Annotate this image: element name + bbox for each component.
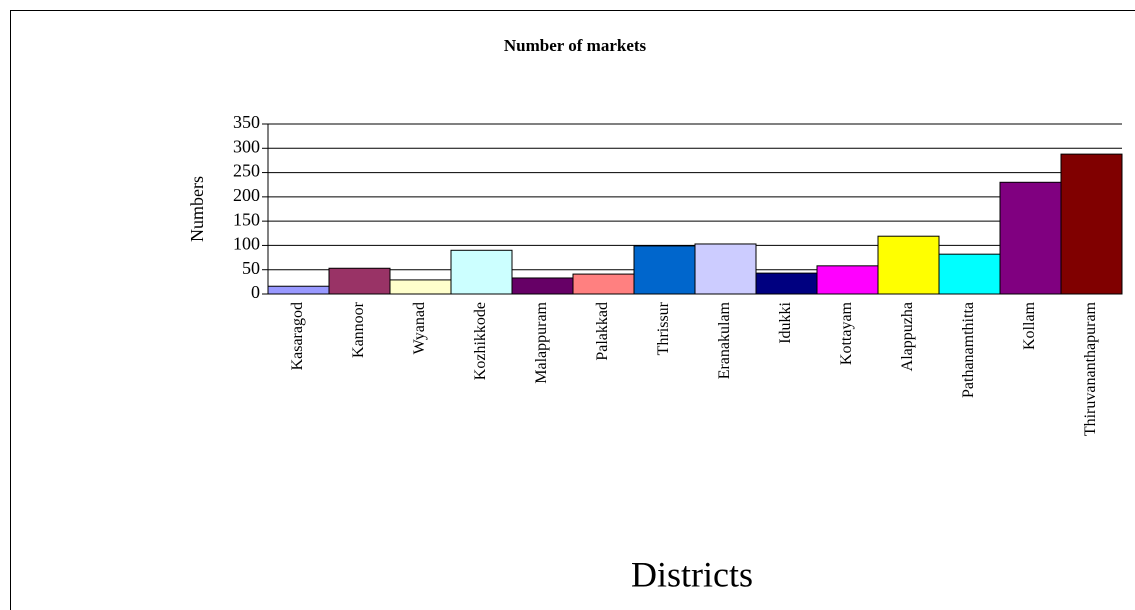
bar [389, 279, 452, 295]
x-tick-label: Kottayam [838, 301, 855, 365]
y-axis-label: Numbers [187, 176, 207, 242]
y-tick-label: 250 [233, 161, 260, 181]
bar [816, 265, 879, 295]
bar [1060, 153, 1123, 295]
chart-title: Number of markets [504, 36, 647, 55]
bar [328, 267, 391, 295]
bar [450, 249, 513, 295]
x-tick-label: Idukki [777, 301, 794, 343]
x-tick-label: Kozhikkode [472, 302, 489, 380]
x-tick-label: Wyanad [411, 302, 428, 354]
bar [755, 272, 818, 295]
bar [694, 243, 757, 295]
bar [938, 253, 1001, 295]
x-tick-label: Pathanamthitta [960, 302, 977, 398]
x-tick-label: Eranakulam [716, 301, 733, 379]
y-tick-label: 200 [233, 185, 260, 205]
x-tick-label: Kollam [1021, 301, 1038, 350]
x-axis-label: Districts [631, 554, 753, 594]
bar [511, 277, 574, 295]
x-tick-label: Palakkad [594, 302, 611, 361]
y-tick-label: 300 [233, 136, 260, 156]
x-tick-label: Alappuzha [899, 302, 916, 371]
x-tick-label: Thrissur [655, 301, 672, 355]
y-tick-label: 50 [242, 258, 260, 278]
bar [633, 245, 696, 295]
chart-frame [10, 10, 1135, 610]
bar [267, 285, 330, 295]
bar [877, 235, 940, 295]
bar [999, 181, 1062, 295]
x-tick-label: Kasaragod [289, 302, 306, 370]
y-tick-label: 150 [233, 209, 260, 229]
bar [572, 273, 635, 295]
x-tick-label: Malappuram [533, 301, 550, 383]
x-tick-label: Thiruvananthapuram [1082, 301, 1099, 436]
y-tick-label: 350 [233, 112, 260, 132]
y-tick-label: 100 [233, 234, 260, 254]
y-tick-label: 0 [251, 282, 260, 302]
x-tick-label: Kannoor [350, 301, 367, 358]
